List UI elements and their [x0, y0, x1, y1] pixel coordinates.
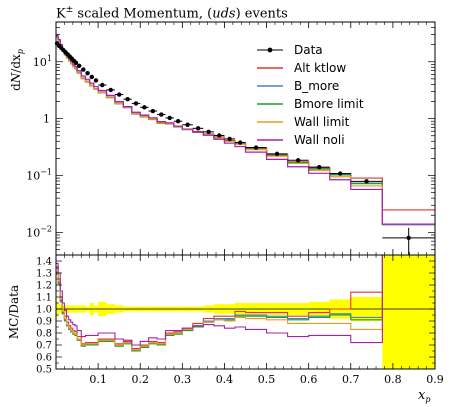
- x-tick-label: 0.7: [342, 373, 360, 386]
- ratio-tick-label: 0.8: [36, 329, 52, 340]
- x-tick-label: 0.8: [384, 373, 402, 386]
- data-point: [185, 122, 190, 127]
- data-point: [406, 235, 411, 241]
- ratio-tick-label: 1.4: [36, 257, 52, 268]
- data-point: [364, 179, 369, 184]
- main-series-wall-noli: [56, 34, 435, 225]
- data-point: [167, 115, 172, 121]
- x-tick-label: 0.4: [216, 373, 234, 386]
- ratio-tick-label: 0.9: [36, 317, 52, 328]
- chart-title: K± scaled Momentum, (uds) events: [56, 5, 288, 22]
- legend-label: Bmore limit: [294, 97, 364, 111]
- legend-label: Alt ktlow: [294, 61, 346, 75]
- data-point: [216, 133, 222, 138]
- x-axis-label: xp: [418, 388, 430, 404]
- data-point: [150, 108, 156, 114]
- y-tick-label: 1: [43, 113, 50, 126]
- main-series-b-more: [56, 36, 435, 226]
- x-tick-label: 0.3: [174, 373, 192, 386]
- data-point: [85, 70, 90, 76]
- legend-label: Wall limit: [294, 115, 350, 129]
- data-point: [274, 151, 280, 157]
- data-point: [238, 140, 243, 145]
- x-tick-label: 0.1: [89, 373, 107, 386]
- data-point: [195, 126, 201, 131]
- data-point: [227, 136, 232, 142]
- y-tick-label: 10−2: [26, 224, 52, 239]
- x-tick-label: 0.6: [300, 373, 318, 386]
- data-point: [125, 96, 130, 102]
- ratio-tick-label: 1.2: [36, 281, 52, 292]
- data-point: [295, 158, 301, 163]
- data-point: [108, 87, 113, 93]
- ratio-tick-label: 1.1: [36, 293, 52, 304]
- data-point: [73, 60, 79, 65]
- ratio-uncertainty-band: [382, 255, 435, 369]
- x-tick-label: 0.2: [131, 373, 149, 386]
- ratio-series-wall-noli: [56, 254, 435, 346]
- legend: Data Alt ktlow B_more Bmore limit Wall limit…: [257, 43, 364, 147]
- y-axis-label: dN/dxp: [9, 49, 25, 91]
- x-tick-label: 0.5: [258, 373, 276, 386]
- data-point: [175, 119, 181, 124]
- data-point: [316, 164, 322, 170]
- ratio-plot-frame: [55, 254, 436, 370]
- ratio-tick-label: 0.5: [36, 365, 52, 376]
- legend-swatch-marker: [267, 47, 273, 53]
- ratio-tick-label: 1.0: [36, 305, 52, 316]
- data-point: [81, 67, 86, 72]
- data-point: [206, 129, 211, 135]
- legend-label: B_more: [294, 79, 339, 93]
- data-point: [338, 171, 343, 176]
- data-point: [253, 145, 259, 150]
- y-tick-label: 10−1: [26, 167, 52, 182]
- ratio-tick-label: 0.7: [36, 341, 52, 352]
- main-plot-frame: [55, 21, 436, 256]
- legend-label: Wall noli: [294, 133, 345, 147]
- data-point: [100, 82, 105, 88]
- main-series-wall-limit: [56, 36, 435, 225]
- data-point: [133, 101, 139, 106]
- main-series-bmore-limit: [56, 36, 435, 225]
- ratio-tick-label: 1.3: [36, 269, 52, 280]
- data-point: [116, 92, 122, 97]
- ratio-axis-label: MC/Data: [7, 285, 21, 339]
- x-tick-label: 0.9: [426, 373, 444, 386]
- ratio-series-wall-limit: [56, 254, 435, 351]
- data-point: [142, 105, 147, 110]
- legend-label: Data: [294, 43, 323, 57]
- y-tick-label: 101: [33, 54, 52, 69]
- data-point: [89, 74, 94, 80]
- data-point: [76, 63, 82, 68]
- data-point: [93, 78, 99, 83]
- ratio-tick-label: 0.6: [36, 353, 52, 364]
- data-point: [159, 112, 164, 117]
